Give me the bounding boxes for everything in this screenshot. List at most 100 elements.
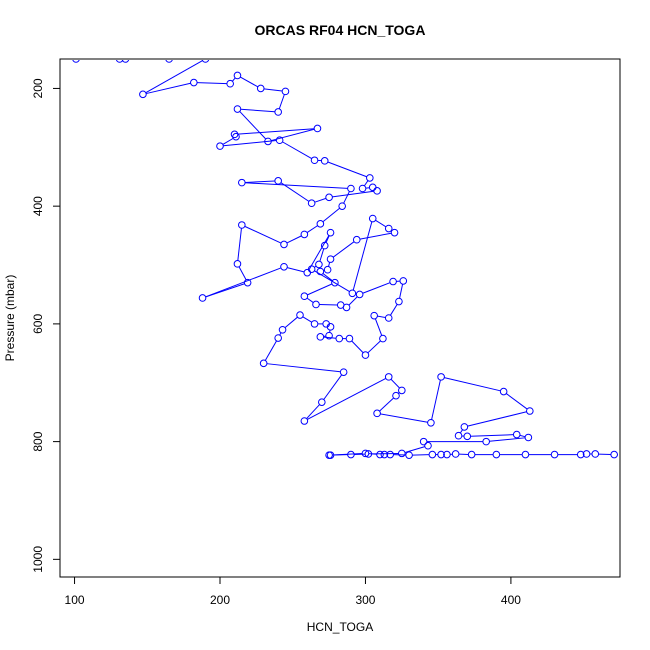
series-line-segment bbox=[352, 221, 373, 291]
data-point bbox=[233, 105, 242, 113]
series-line-segment bbox=[231, 77, 236, 82]
data-point bbox=[139, 90, 147, 99]
x-tick-label: 200 bbox=[210, 593, 230, 607]
plot-area bbox=[72, 60, 618, 459]
series-line-segment bbox=[351, 340, 364, 354]
data-point bbox=[318, 398, 326, 406]
series-line-segment bbox=[323, 336, 337, 339]
data-point bbox=[361, 449, 370, 458]
series-line-segment bbox=[364, 180, 369, 187]
series-line-segment bbox=[308, 235, 330, 271]
data-point bbox=[303, 268, 312, 277]
data-point bbox=[264, 137, 272, 146]
data-point bbox=[368, 183, 377, 192]
data-point bbox=[313, 124, 322, 133]
data-point bbox=[201, 60, 210, 63]
series-line-segment bbox=[282, 141, 312, 160]
data-point bbox=[373, 409, 381, 418]
data-point bbox=[370, 311, 378, 320]
data-point bbox=[512, 430, 521, 439]
data-point bbox=[300, 292, 309, 301]
series-line-segment bbox=[322, 207, 340, 223]
data-point bbox=[315, 260, 323, 269]
data-point bbox=[325, 331, 333, 340]
data-point bbox=[323, 265, 332, 274]
data-point bbox=[325, 451, 333, 459]
series-line-segment bbox=[286, 235, 302, 244]
data-point bbox=[398, 386, 406, 395]
series-line-segment bbox=[240, 76, 259, 88]
data-point bbox=[395, 297, 403, 306]
data-point bbox=[190, 78, 198, 87]
data-point bbox=[72, 60, 80, 63]
data-point bbox=[389, 277, 397, 286]
data-point bbox=[380, 450, 389, 459]
data-point bbox=[460, 423, 469, 431]
series-line-segment bbox=[263, 88, 283, 92]
data-point bbox=[320, 241, 329, 250]
data-point bbox=[373, 187, 381, 195]
data-point bbox=[437, 450, 445, 459]
data-point bbox=[335, 334, 344, 343]
series-line-segment bbox=[343, 191, 350, 204]
series-line-segment bbox=[375, 219, 387, 228]
data-point bbox=[366, 174, 374, 182]
series-line-segment bbox=[367, 340, 381, 354]
data-point bbox=[280, 262, 288, 271]
series-line-segment bbox=[377, 315, 386, 318]
data-point bbox=[326, 255, 335, 263]
series-line-segment bbox=[380, 413, 428, 423]
data-point bbox=[364, 450, 373, 458]
data-point bbox=[451, 450, 460, 458]
data-point bbox=[591, 450, 600, 458]
data-point bbox=[392, 391, 400, 400]
data-point bbox=[355, 290, 364, 299]
data-point bbox=[358, 184, 367, 193]
x-tick-label: 400 bbox=[501, 593, 521, 607]
data-point bbox=[307, 265, 316, 273]
series-line-segment bbox=[287, 267, 305, 273]
data-point bbox=[521, 450, 530, 459]
y-tick-label: 200 bbox=[31, 78, 45, 98]
data-point bbox=[322, 320, 330, 328]
data-point bbox=[233, 260, 242, 268]
series-line-segment bbox=[505, 393, 528, 410]
series-line-segment bbox=[368, 453, 377, 455]
data-point bbox=[274, 334, 282, 342]
series-line-segment bbox=[319, 248, 325, 262]
series-line-segment bbox=[306, 225, 318, 234]
data-point bbox=[454, 431, 463, 440]
data-point bbox=[115, 60, 124, 63]
series-line-segment bbox=[362, 282, 391, 294]
series-line-segment bbox=[237, 128, 315, 135]
data-point bbox=[320, 157, 329, 165]
data-point bbox=[280, 240, 288, 249]
series-line-segment bbox=[222, 137, 234, 145]
series-line-segment bbox=[444, 377, 501, 392]
data-point bbox=[165, 60, 173, 63]
data-point bbox=[384, 314, 393, 322]
series-line-segment bbox=[399, 284, 404, 299]
data-point bbox=[316, 220, 325, 228]
data-point bbox=[419, 437, 428, 446]
data-point bbox=[316, 333, 325, 341]
data-point bbox=[339, 368, 348, 376]
data-point bbox=[325, 193, 333, 202]
series-line-segment bbox=[390, 378, 400, 389]
data-point bbox=[399, 277, 408, 285]
series-line-segment bbox=[314, 197, 327, 203]
data-point bbox=[243, 278, 252, 287]
y-tick-label: 800 bbox=[31, 431, 45, 451]
series-line-segment bbox=[470, 434, 514, 437]
data-point bbox=[274, 108, 282, 116]
series-line-segment bbox=[264, 340, 277, 361]
series-line-segment bbox=[306, 404, 320, 419]
data-point bbox=[198, 294, 207, 302]
data-point bbox=[379, 334, 387, 343]
data-point bbox=[281, 87, 290, 96]
x-tick-label: 300 bbox=[355, 593, 375, 607]
data-point bbox=[274, 177, 282, 185]
data-point bbox=[121, 60, 130, 63]
series-line-segment bbox=[307, 283, 333, 296]
